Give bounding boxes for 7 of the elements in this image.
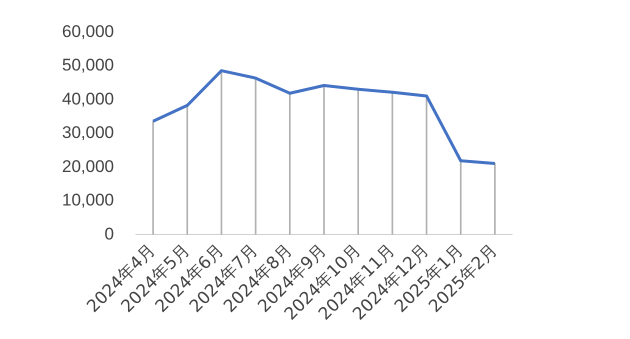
y-tick-label: 40,000: [62, 89, 114, 108]
y-tick-label: 0: [104, 224, 114, 244]
y-tick-label: 60,000: [62, 22, 114, 41]
y-tick-label: 50,000: [62, 56, 114, 75]
y-tick-label: 30,000: [62, 123, 114, 142]
y-tick-label: 20,000: [62, 156, 114, 176]
y-tick-label: 10,000: [62, 190, 114, 210]
